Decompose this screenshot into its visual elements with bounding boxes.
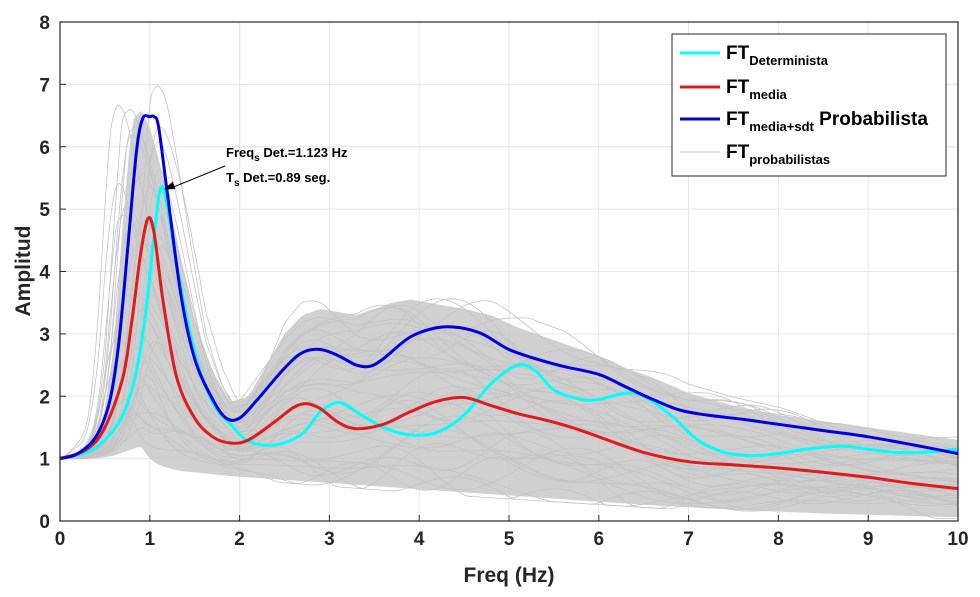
legend-label-probabilistas: FTprobabilistas [726,142,830,167]
probabilistic-curve [59,399,959,500]
legend: FTDeterminista FTmedia FTmedia+sdt Proba… [671,33,947,177]
annotation-line-period: Ts Det.=0.89 seg. [226,170,330,189]
annotation-arrow-head [163,181,176,190]
probabilistic-curve [59,298,959,473]
legend-main-media: FT [726,77,750,98]
resonance-annotation: Freqs Det.=1.123 Hz Ts Det.=0.89 seg. [163,145,348,190]
probabilistic-curve [59,347,959,502]
annotation-period-rest: Det.=0.89 seg. [240,170,331,185]
x-tick-label: 2 [234,529,245,550]
annotation-freq-sub: s [254,153,260,164]
legend-sub-probabilistas: probabilistas [749,152,830,167]
x-tick-label: 10 [947,529,968,550]
annotation-freq-rest: Det.=1.123 Hz [260,145,348,160]
probabilistic-curve [59,254,959,480]
legend-item-probabilistas: FTprobabilistas [680,142,830,167]
y-axis-ticks: 0 1 2 3 4 5 6 7 8 [39,13,66,533]
x-tick-label: 3 [324,529,335,550]
probabilistic-curve [59,337,959,507]
y-tick-label: 6 [39,138,50,159]
legend-label-determinista: FTDeterminista [726,43,829,68]
annotation-period-sub: s [234,178,240,189]
probabilistic-curve [59,374,959,496]
probabilistic-curve [59,295,959,481]
legend-sub-media: media [749,87,787,102]
x-tick-label: 0 [55,529,66,550]
annotation-freq-main: Freq [226,145,254,160]
annotation-arrow [167,165,226,190]
probabilistic-curve [59,173,959,459]
y-tick-label: 5 [39,200,50,221]
y-tick-label: 0 [39,512,50,533]
y-tick-label: 4 [39,263,50,284]
y-axis-label: Amplitud [12,226,35,317]
series-line-1 [59,216,959,491]
legend-item-media: FTmedia [680,77,788,102]
x-tick-label: 5 [504,529,515,550]
legend-item-media-sdt: FTmedia+sdt Probabilista [680,109,928,134]
x-tick-label: 1 [145,529,156,550]
legend-label-media: FTmedia [726,77,788,102]
annotation-line-freq: Freqs Det.=1.123 Hz [226,145,348,164]
y-tick-label: 7 [39,75,50,96]
legend-main-determinista: FT [726,43,750,64]
probabilistic-curve [59,365,959,510]
x-tick-label: 6 [594,529,605,550]
probabilistic-curve [59,183,959,467]
y-tick-label: 8 [39,13,50,34]
legend-main-probabilistas: FT [726,142,750,163]
x-axis-label: Freq (Hz) [464,564,555,587]
x-tick-label: 4 [414,529,425,550]
x-tick-label: 8 [773,529,784,550]
legend-main-media-sdt: FT [726,109,750,130]
y-tick-label: 2 [39,387,50,408]
legend-item-determinista: FTDeterminista [680,43,829,68]
legend-label-media-sdt: FTmedia+sdt Probabilista [726,109,928,134]
legend-suffix-media-sdt: Probabilista [814,109,928,130]
probabilistic-curve [60,360,959,520]
x-tick-label: 7 [683,529,694,550]
probabilistic-curve [59,242,959,478]
legend-sub-media-sdt: media+sdt [749,119,814,134]
series-lines [59,114,959,491]
annotation-period-main: T [226,170,234,185]
series-line-2 [59,114,959,461]
probabilistic-curve [59,411,959,509]
y-tick-label: 3 [39,325,50,346]
probabilistic-curve [60,245,959,466]
x-axis-ticks: 0 1 2 3 4 5 6 7 8 9 10 [55,515,969,550]
x-tick-label: 9 [863,529,874,550]
probabilistic-curve [60,85,959,459]
probabilistic-curve [60,126,959,460]
legend-sub-determinista: Determinista [749,53,829,68]
series-line-0 [59,184,959,461]
y-tick-label: 1 [39,450,50,471]
probabilistic-curve [59,360,959,510]
